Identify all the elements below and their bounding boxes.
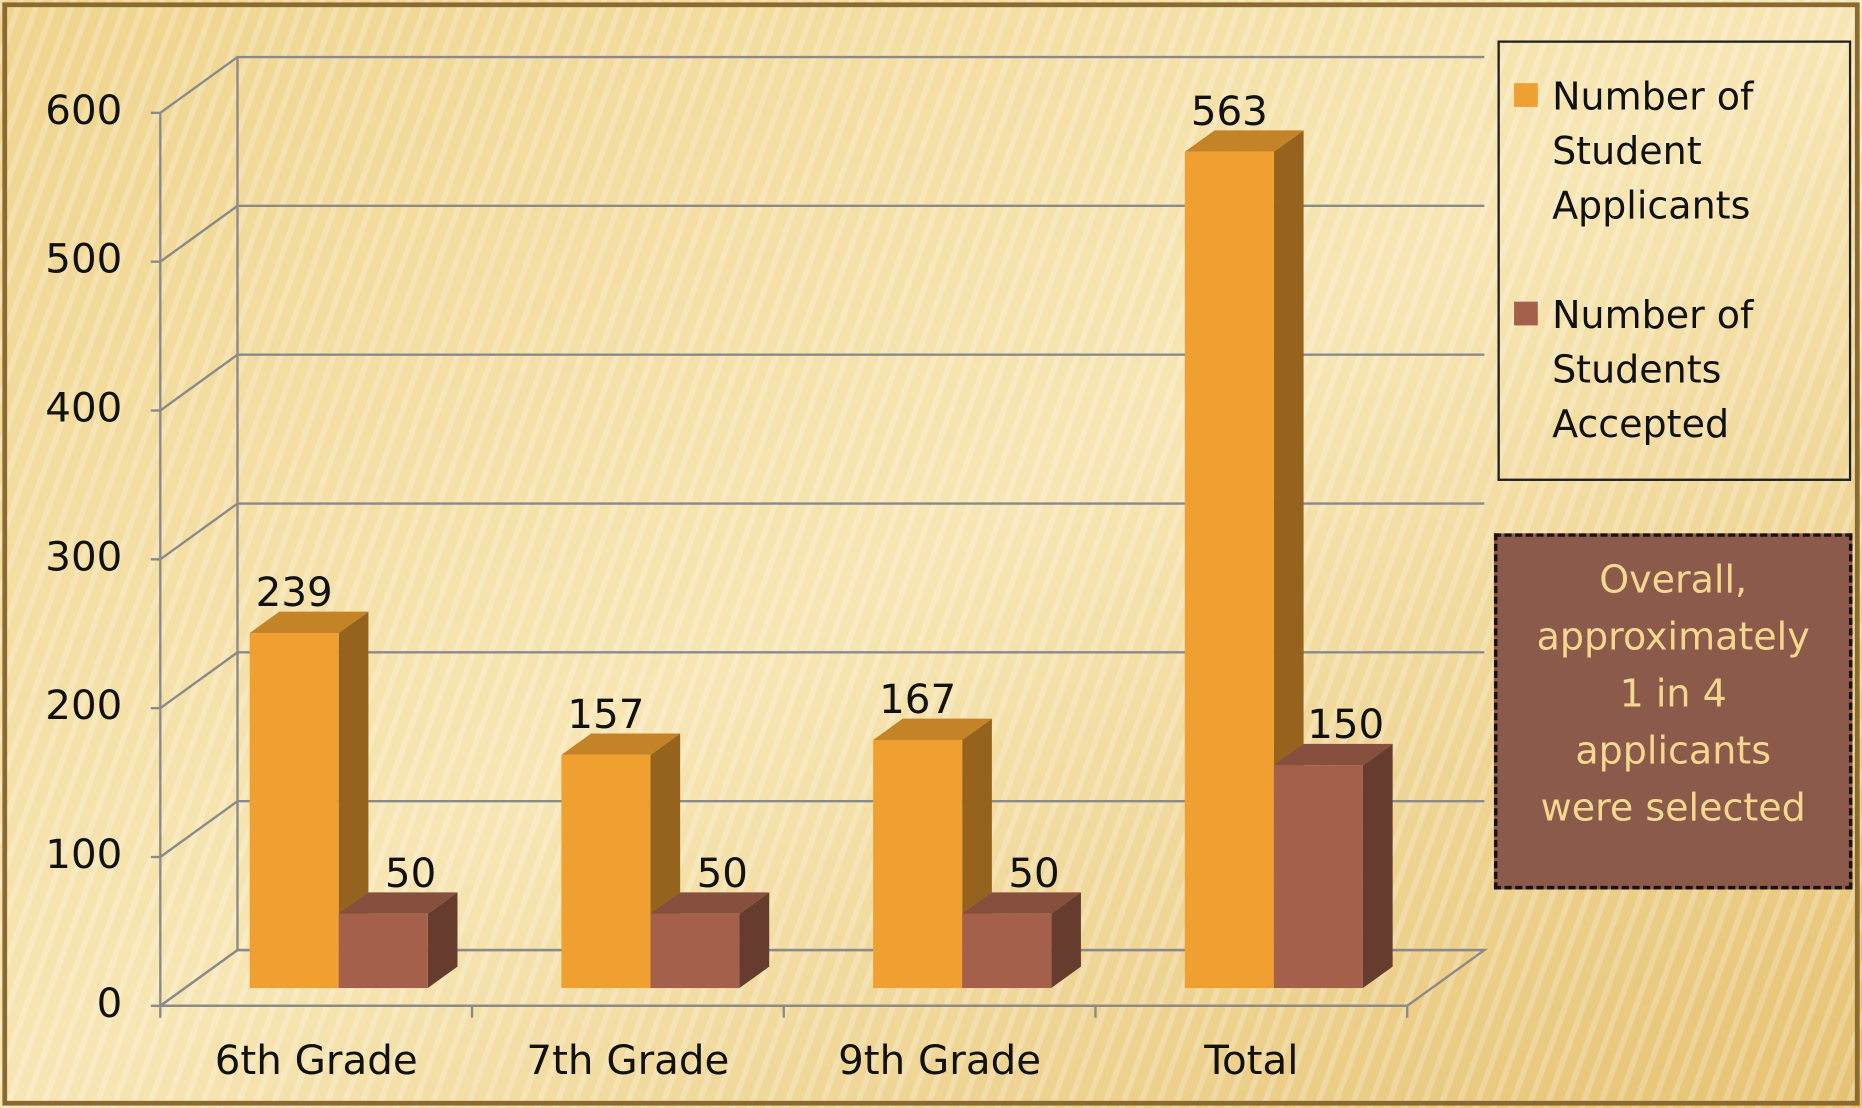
value-label: 157 — [567, 691, 644, 738]
y-tick-label: 300 — [45, 533, 122, 580]
bar-top — [650, 892, 770, 914]
bar-top — [338, 892, 458, 914]
y-tick-label: 100 — [45, 831, 122, 878]
bar — [338, 913, 428, 989]
value-label: 50 — [385, 850, 436, 897]
y-tick-label: 400 — [45, 385, 122, 432]
bar-top — [962, 892, 1081, 914]
bar-side — [1051, 892, 1081, 989]
x-tick-label: 9th Grade — [838, 1037, 1041, 1084]
grid-line — [159, 204, 1485, 263]
value-label: 167 — [879, 676, 956, 723]
annotation: Overall, approximately 1 in 4 applicants… — [1493, 533, 1853, 890]
bar — [962, 913, 1052, 989]
grid-line — [159, 353, 1485, 412]
grid-line — [159, 55, 1485, 114]
annotation-box: Overall, approximately 1 in 4 applicants… — [1493, 533, 1853, 890]
bar — [1184, 151, 1274, 989]
bar-top — [1184, 130, 1304, 152]
legend-item: Number of Student Applicants — [1514, 69, 1790, 233]
grid-line — [159, 651, 1485, 710]
legend-swatch — [1514, 301, 1538, 326]
bar — [561, 754, 651, 989]
x-tick-label: 6th Grade — [215, 1037, 418, 1084]
value-label: 150 — [1307, 701, 1384, 748]
legend-label: Number of Students Accepted — [1552, 292, 1754, 447]
grid-line — [159, 800, 1485, 858]
value-label: 50 — [697, 850, 748, 897]
x-tick-label: Total — [1203, 1037, 1298, 1084]
y-tick-label: 200 — [45, 682, 122, 729]
bar-side — [427, 892, 458, 989]
x-tick-label: 7th Grade — [526, 1037, 729, 1084]
value-label: 50 — [1008, 850, 1059, 897]
bar-side — [1362, 743, 1393, 989]
bar — [873, 739, 963, 989]
bar — [1273, 765, 1363, 989]
y-tick-label: 0 — [97, 980, 123, 1027]
value-label: 239 — [256, 569, 333, 616]
y-tick-label: 500 — [45, 236, 122, 283]
bar-top — [249, 611, 369, 634]
legend-item: Number of Students Accepted — [1514, 287, 1790, 451]
bar-side — [338, 611, 369, 989]
bar — [249, 633, 339, 989]
legend-box: Number of Student Applicants Number of St… — [1497, 40, 1852, 481]
bar-top — [873, 718, 992, 740]
bar — [650, 913, 740, 989]
legend-label: Number of Student Applicants — [1552, 73, 1754, 229]
bar-top — [1273, 743, 1393, 766]
value-label: 563 — [1191, 88, 1268, 135]
y-tick-label: 600 — [45, 87, 122, 134]
bar-top — [561, 733, 681, 755]
legend-swatch — [1514, 83, 1538, 107]
grid-line — [159, 502, 1485, 561]
legend: Number of Student Applicants Number of St… — [1497, 40, 1852, 481]
bar-side — [739, 892, 770, 989]
